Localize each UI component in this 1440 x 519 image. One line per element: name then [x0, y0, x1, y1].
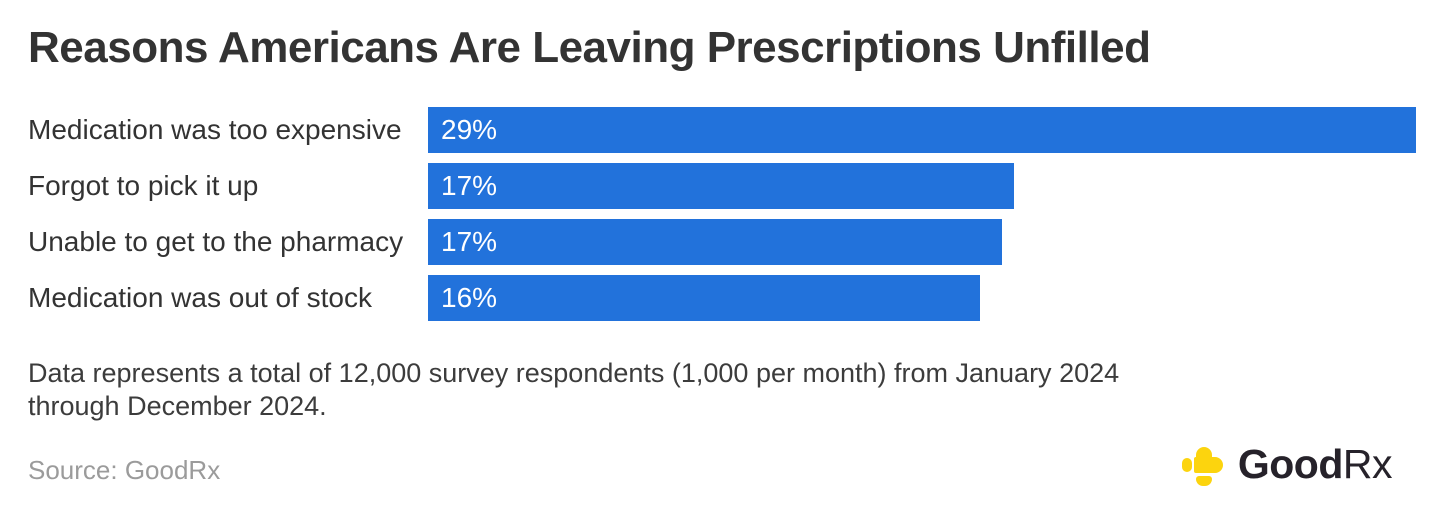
bar-value-label: 17%	[441, 226, 498, 257]
chart-row: Unable to get to the pharmacy 17%	[28, 219, 1416, 265]
source-label: Source: GoodRx	[28, 455, 221, 485]
bar-chart: Medication was too expensive 29% Forgot …	[28, 107, 1416, 321]
bar-track: 16%	[428, 275, 1416, 321]
goodrx-wordmark: GoodRx	[1237, 441, 1393, 488]
goodrx-cross-icon	[1181, 446, 1223, 486]
chart-row: Forgot to pick it up 17%	[28, 163, 1416, 209]
bar-value-label: 16%	[441, 282, 498, 313]
footnote: Data represents a total of 12,000 survey…	[28, 357, 1228, 423]
footnote-line-1: Data represents a total of 12,000 survey…	[28, 358, 1120, 388]
page-title: Reasons Americans Are Leaving Prescripti…	[28, 23, 1151, 72]
bar-track: 17%	[428, 163, 1416, 209]
wordmark-rx: Rx	[1342, 441, 1393, 487]
category-label: Forgot to pick it up	[28, 170, 259, 201]
bar: 29%	[428, 107, 1416, 153]
cross-bottom-arm	[1195, 475, 1212, 486]
cross-left-arm	[1181, 457, 1192, 472]
chart-row: Medication was out of stock 16%	[28, 275, 1416, 321]
category-label: Medication was too expensive	[28, 114, 402, 145]
chart-row: Medication was too expensive 29%	[28, 107, 1416, 153]
wordmark-good: Good	[1237, 441, 1344, 487]
cross-right-arm	[1193, 456, 1223, 473]
footer: Source: GoodRx GoodRx	[28, 441, 1393, 488]
category-label: Medication was out of stock	[28, 282, 372, 313]
bar-value-label: 17%	[441, 170, 498, 201]
footnote-line-2: through December 2024.	[28, 391, 327, 421]
goodrx-logo: GoodRx	[1181, 441, 1393, 488]
bar-track: 29%	[428, 107, 1416, 153]
bar: 17%	[428, 163, 1014, 209]
category-label: Unable to get to the pharmacy	[28, 226, 404, 257]
bar: 17%	[428, 219, 1003, 265]
bar-value-label: 29%	[441, 114, 498, 145]
bar: 16%	[428, 275, 981, 321]
bar-track: 17%	[428, 219, 1416, 265]
